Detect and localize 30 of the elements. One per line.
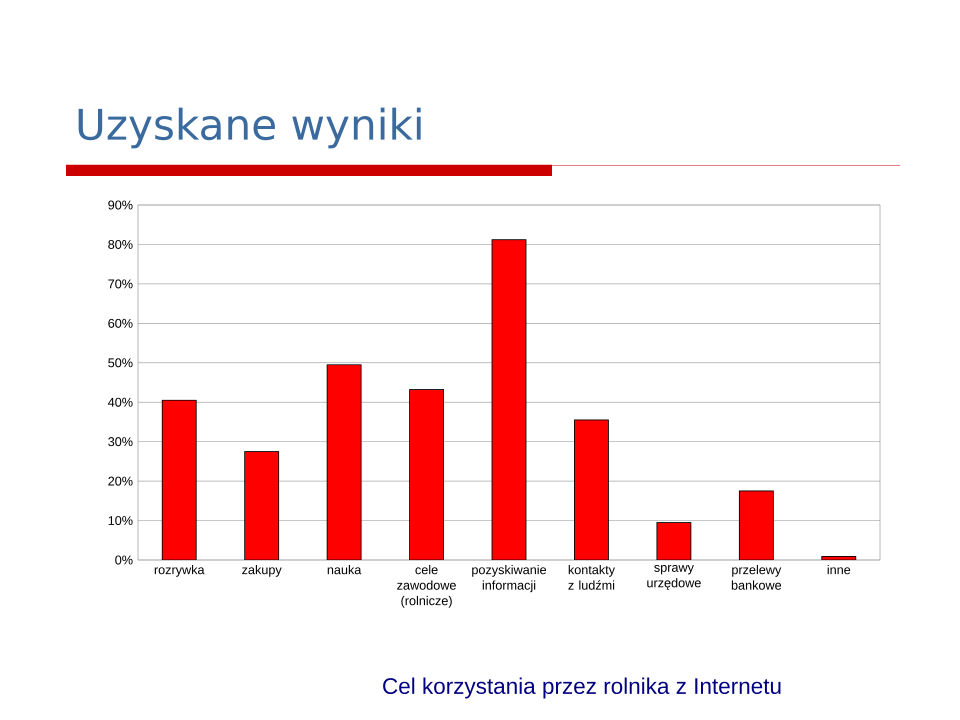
y-tick-label: 60% [108,318,133,328]
bar [492,239,526,560]
x-tick-label: kontakty z ludźmi [568,564,615,590]
y-tick-label: 10% [108,516,133,526]
bar [738,490,774,560]
x-tick-label: zakupy [242,564,282,577]
x-tick-label: rozrywka [154,564,205,577]
bar [574,420,609,560]
x-tick-label: sprawy urzędowe [647,564,701,590]
y-tick-label: 50% [108,358,133,368]
y-tick-label: 20% [108,476,133,486]
y-tick-label: 40% [108,398,133,407]
y-tick-label: 0% [115,556,133,564]
x-tick-label: pozyskiwanie informacji [472,564,546,592]
bar [409,389,444,560]
x-tick-label: przelewy bankowe [732,564,782,590]
chart-title: Uzyskane wyniki [78,108,421,148]
y-tick-label: 70% [108,279,133,288]
y-tick-label: 90% [108,200,133,210]
x-tick-label: cele zawodowe (rolnicze) [397,564,456,608]
bar [326,364,362,560]
bar [244,451,280,560]
y-tick-label: 80% [108,240,133,249]
x-tick-label: inne [828,564,850,574]
bar [821,556,856,560]
x-tick-label: nauka [328,564,362,574]
bar [656,522,692,560]
y-tick-label: 30% [108,437,133,446]
text: Cel korzystania przez rolnika z Internetu [383,678,780,698]
bar [162,400,197,560]
